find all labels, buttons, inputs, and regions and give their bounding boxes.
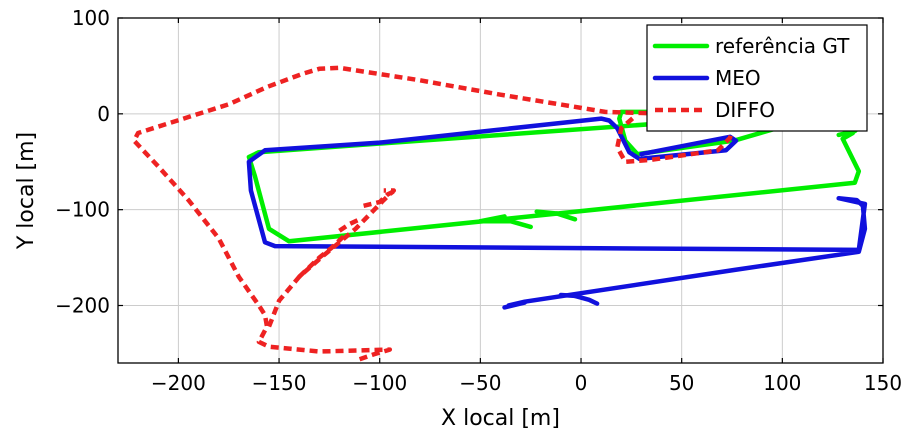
y-tick-label: −100 [55, 198, 110, 222]
x-tick-label: −50 [459, 371, 501, 395]
series-segment [363, 188, 397, 208]
y-tick-label: −200 [55, 294, 110, 318]
series-segment [478, 218, 533, 230]
legend-label: DIFFO [715, 98, 775, 122]
ticks: −200 −150 −100 −50 0 50 100 150 −200 −100 0 100 [55, 6, 902, 395]
x-tick-label: −100 [352, 371, 407, 395]
y-tick-label: 100 [72, 6, 110, 30]
series-segment [502, 300, 527, 310]
x-tick-label: −150 [252, 371, 307, 395]
x-tick-label: 150 [864, 371, 902, 395]
series-segment [266, 188, 397, 328]
legend: referência GT MEO DIFFO [646, 24, 868, 132]
x-tick-label: 0 [575, 371, 588, 395]
x-tick-label: 100 [763, 371, 801, 395]
plot-frame [117, 17, 884, 364]
x-tick-label: 50 [669, 371, 694, 395]
series-segment [338, 217, 361, 233]
y-axis-label: Y local [m] [14, 132, 39, 250]
series-segment [572, 293, 600, 306]
y-tick-label: 0 [97, 102, 110, 126]
series-segment [297, 234, 346, 279]
series-segment [558, 292, 578, 299]
series-segment [554, 211, 578, 222]
series-line [131, 65, 737, 362]
legend-label: MEO [715, 66, 761, 90]
series-segment [534, 209, 560, 216]
series-segment [478, 214, 507, 224]
x-tick-label: −200 [151, 371, 206, 395]
series-diffo [131, 65, 737, 362]
x-axis-label: X local [m] [441, 406, 560, 431]
legend-label: referência GT [715, 34, 850, 58]
